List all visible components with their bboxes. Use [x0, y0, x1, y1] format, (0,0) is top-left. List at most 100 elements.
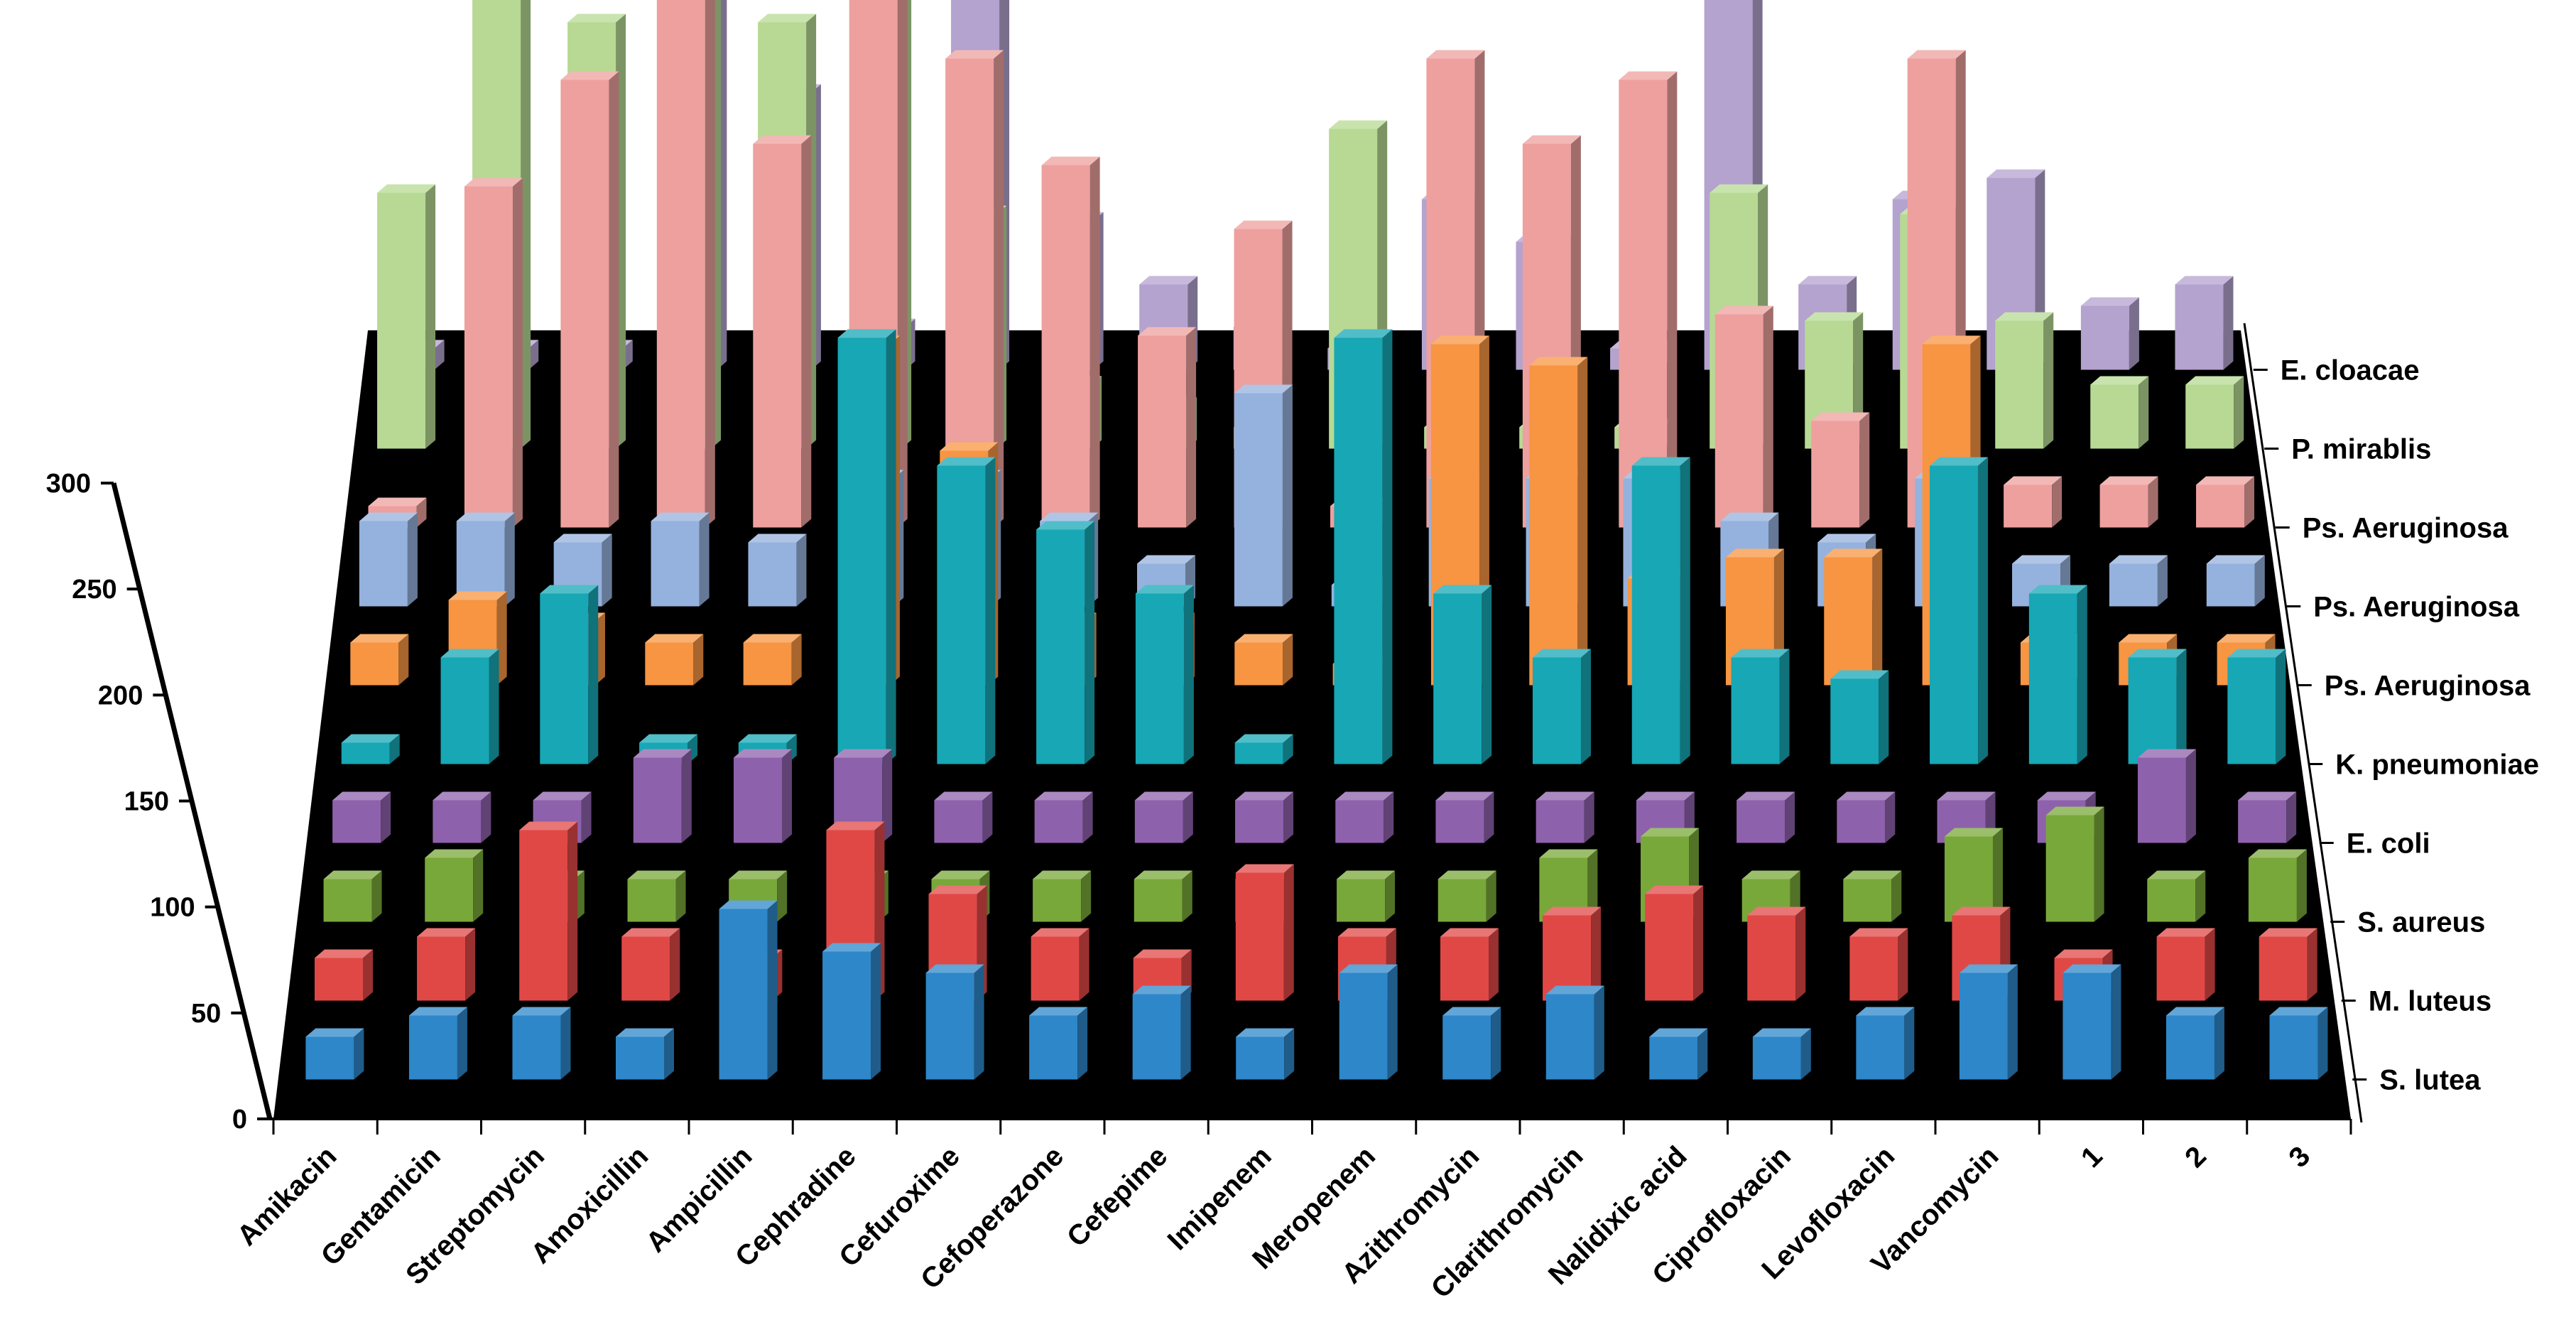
bar-side-face	[2111, 964, 2121, 1080]
bar-top-face	[341, 734, 400, 743]
bar-front-face	[719, 909, 768, 1080]
bar-front-face	[1033, 879, 1082, 922]
bar-top-face	[931, 870, 990, 879]
series-label: E. cloacae	[2281, 355, 2420, 386]
bar-front-face	[359, 521, 408, 607]
bar-side-face	[602, 534, 612, 607]
category-label: 1	[2075, 1140, 2109, 1174]
bar-top-face	[822, 943, 881, 952]
bar-s-lutea-cefepime	[1132, 985, 1191, 1080]
bar-side-face	[2244, 476, 2255, 528]
bar-side-face	[777, 870, 788, 922]
bar-side-face	[2234, 376, 2244, 449]
bar-top-face	[2217, 634, 2276, 643]
bar-front-face	[651, 521, 700, 607]
bar-top-face	[934, 791, 993, 801]
bar-front-face	[1036, 529, 1085, 764]
bar-top-face	[1135, 585, 1194, 594]
bar-front-face	[937, 465, 986, 764]
bar-front-face	[656, 0, 705, 528]
bar-s-lutea-cefuroxime	[925, 964, 984, 1080]
bar-side-face	[1488, 928, 1499, 1001]
bar-front-face	[2045, 815, 2094, 922]
bar-side-face	[985, 457, 996, 764]
bar-side-face	[974, 964, 984, 1080]
bar-top-face	[1720, 512, 1779, 521]
bar-k-pneumoniae-meropenem	[1334, 329, 1393, 764]
bar-top-face	[1798, 276, 1857, 285]
bar-top-face	[1619, 71, 1678, 80]
bar-top-face	[719, 900, 778, 909]
bar-side-face	[2185, 749, 2196, 843]
bar-m-luteus-azithromycin	[1440, 928, 1499, 1001]
bar-side-face	[521, 0, 531, 449]
bar-top-face	[560, 71, 619, 80]
bar-side-face	[2129, 297, 2139, 370]
bar-top-face	[359, 512, 418, 521]
bar-top-face	[834, 749, 893, 758]
bar-top-face	[1337, 870, 1396, 879]
bar-ps-aeruginosa-streptomycin	[560, 71, 619, 528]
bar-side-face	[2286, 791, 2297, 843]
bar-top-face	[729, 870, 788, 879]
bar-e-coli-cefuroxime	[934, 791, 993, 843]
bar-top-face	[1543, 906, 1602, 916]
bar-ps-aeruginosa-gentamicin	[464, 178, 523, 528]
bar-e-coli-clarithromycin	[1536, 791, 1594, 843]
series-label: P. mirablis	[2291, 434, 2431, 465]
bar-side-face	[1763, 305, 1773, 528]
bar-side-face	[528, 340, 539, 370]
bar-e-coli-meropenem	[1335, 791, 1394, 843]
bar-front-face	[1134, 879, 1183, 922]
bar-front-face	[2004, 485, 2053, 528]
bar-front-face	[1334, 337, 1383, 764]
category-label: 2	[2179, 1140, 2212, 1174]
bar-side-face	[897, 0, 908, 528]
bar-top-face	[1817, 534, 1876, 543]
bar-ps-aeruginosa-amikacin	[350, 634, 409, 686]
bar-front-face	[519, 830, 568, 1001]
bar-side-face	[407, 512, 418, 607]
bar-k-pneumoniae-vancomycin	[1930, 457, 1989, 764]
bar-front-face	[1995, 320, 2044, 449]
bar-front-face	[1737, 800, 1786, 843]
bar-m-luteus-levofloxacin	[1849, 928, 1908, 1001]
bar-front-face	[1335, 800, 1384, 843]
bar-side-face	[1693, 885, 1704, 1001]
bar-top-face	[368, 497, 427, 507]
bar-top-face	[1645, 885, 1704, 894]
bar-side-face	[1081, 870, 1092, 922]
bar-s-lutea-ciprofloxacin	[1752, 1028, 1811, 1080]
bar-s-aureus-3	[2248, 849, 2307, 922]
bar-front-face	[1811, 421, 1860, 528]
bar-front-face	[1029, 1015, 1078, 1080]
bar-side-face	[1089, 156, 1100, 528]
bar-top-face	[519, 821, 578, 830]
bar-front-face	[733, 757, 782, 843]
bar-top-face	[305, 1028, 364, 1037]
bar-side-face	[699, 512, 710, 607]
bar-top-face	[1805, 312, 1864, 321]
bar-front-face	[323, 879, 372, 922]
bar-top-face	[2119, 634, 2178, 643]
bar-top-face	[533, 791, 592, 801]
bar-side-face	[1082, 791, 1093, 843]
bar-top-face	[1631, 457, 1690, 466]
bar-s-lutea-ampicillin	[719, 900, 778, 1080]
bar-top-face	[627, 870, 686, 879]
bar-side-face	[664, 1028, 675, 1080]
bar-top-face	[1641, 828, 1700, 837]
bar-side-face	[1183, 791, 1193, 843]
bar-top-face	[1329, 120, 1388, 129]
bar-top-face	[1036, 521, 1095, 530]
bar-side-face	[588, 585, 599, 764]
bar-side-face	[1978, 457, 1989, 764]
bar-top-face	[1033, 870, 1092, 879]
bar-top-face	[2185, 376, 2244, 385]
bar-top-face	[1930, 457, 1989, 466]
bar-side-face	[1667, 71, 1678, 528]
bar-side-face	[1872, 548, 1883, 686]
bar-top-face	[1545, 985, 1604, 995]
category-label: Cefepime	[1061, 1140, 1173, 1252]
bar-top-face	[1995, 312, 2054, 321]
